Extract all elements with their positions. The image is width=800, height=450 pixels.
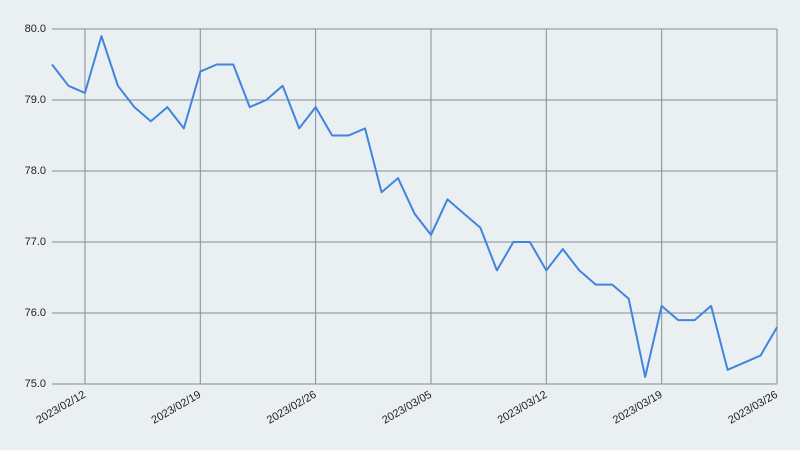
line — [51, 35, 778, 378]
x-tick-label: 2023/02/19 — [150, 389, 204, 427]
y-tick-label: 77.0 — [25, 236, 46, 248]
x-tick-label: 2023/03/05 — [380, 389, 434, 427]
y-tick-label: 78.0 — [25, 165, 46, 177]
y-tick-label: 75.0 — [25, 378, 46, 390]
y-tick-label: 76.0 — [25, 307, 46, 319]
y-tick-label: 80.0 — [25, 23, 46, 35]
x-tick-label: 2023/03/12 — [496, 389, 550, 427]
x-tick-label: 2023/03/26 — [726, 389, 780, 427]
y-tick-label: 79.0 — [25, 94, 46, 106]
x-tick-label: 2023/02/12 — [34, 389, 88, 427]
x-tick-label: 2023/02/26 — [265, 389, 319, 427]
x-tick-label: 2023/03/19 — [611, 389, 665, 427]
